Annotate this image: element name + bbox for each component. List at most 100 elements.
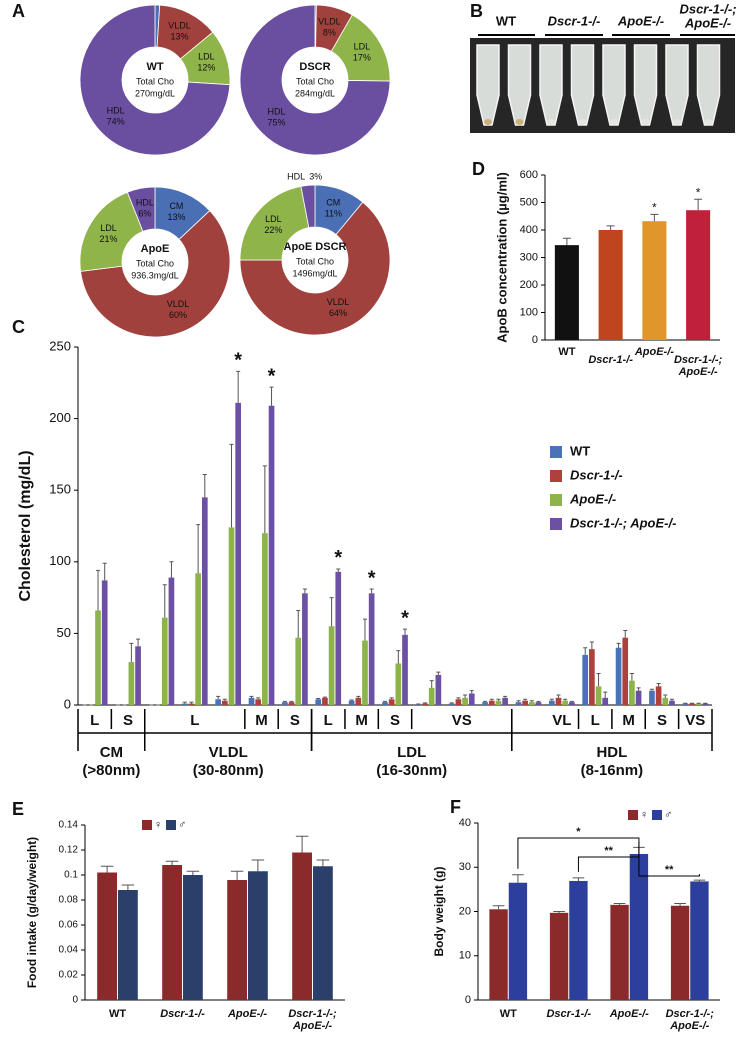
donut-total-label: Total Cho	[136, 258, 174, 268]
error-bar	[162, 584, 167, 618]
donut-segment	[239, 185, 310, 261]
error-bar	[656, 683, 661, 687]
significance: *	[652, 200, 657, 214]
segment-label: LDL	[100, 223, 117, 233]
donut-segment	[239, 4, 391, 156]
donut-total-label: Total Cho	[136, 76, 174, 86]
error-bar	[516, 700, 521, 703]
comparison-bracket	[638, 841, 700, 877]
x-tick-label: Dscr-1-/-	[546, 1008, 592, 1020]
bar	[655, 686, 662, 705]
error-bar	[96, 569, 101, 611]
error-bar	[606, 225, 615, 230]
legend-label: ApoE-/-	[569, 491, 616, 506]
error-bar	[669, 698, 674, 701]
bar	[195, 573, 201, 705]
error-bar	[596, 672, 601, 687]
error-bar	[589, 641, 594, 650]
bar	[468, 693, 475, 705]
donut-segment	[79, 4, 231, 156]
y-tick-label: 300	[520, 251, 538, 263]
error-bar	[269, 386, 274, 406]
error-bar	[236, 370, 241, 403]
segment-label: CM	[326, 198, 340, 208]
y-tick-label: 400	[520, 224, 538, 236]
tube-tip	[578, 119, 587, 125]
error-bar	[496, 698, 501, 701]
segment-label: CM	[169, 201, 183, 211]
bar	[448, 703, 455, 705]
y-tick-label: 0.14	[59, 820, 79, 831]
x-tick-label: ApoE-/-	[609, 1008, 649, 1020]
segment-label: HDL	[287, 172, 305, 182]
segment-value: 75%	[268, 117, 286, 127]
bar	[95, 610, 101, 705]
segment-value: 3%	[309, 172, 322, 182]
y-tick-label: 0.04	[59, 945, 79, 956]
error-bar	[322, 696, 327, 698]
y-tick-label: 20	[459, 905, 471, 917]
bar	[595, 686, 602, 705]
bar	[355, 697, 362, 705]
bar	[395, 663, 402, 705]
error-bar	[369, 588, 374, 594]
error-bar	[196, 524, 201, 574]
y-axis-label: Body weight (g)	[432, 867, 446, 957]
error-bar	[336, 568, 341, 572]
donut-title: WT	[146, 61, 163, 73]
bar	[489, 909, 508, 1000]
bar	[161, 617, 168, 705]
segment-value: 13%	[171, 31, 189, 41]
donut-title: DSCR	[299, 61, 330, 73]
y-tick-label: 100	[49, 553, 71, 568]
bar	[554, 245, 579, 340]
bar	[670, 905, 690, 1000]
bar	[428, 687, 435, 705]
segment-value: 11%	[325, 209, 342, 219]
segment-value: 21%	[100, 234, 118, 244]
error-bar	[429, 680, 434, 688]
y-tick-label: 200	[520, 279, 538, 291]
bar	[488, 700, 495, 705]
bar	[227, 880, 247, 1000]
bar	[368, 593, 375, 705]
panel-label: D	[472, 159, 485, 179]
fraction-name: CM	[100, 744, 123, 761]
error-bar	[316, 698, 321, 700]
bar	[508, 882, 528, 1000]
significance: *	[334, 547, 342, 569]
tube-tip	[704, 119, 713, 125]
bar	[402, 634, 408, 705]
error-bar	[349, 699, 354, 701]
error-bar	[102, 562, 107, 581]
bar	[292, 852, 312, 1000]
x-tick-label: L	[591, 712, 600, 729]
bar	[686, 210, 711, 340]
error-bar	[549, 698, 554, 701]
bar	[295, 637, 302, 705]
segment-label: LDL	[198, 52, 215, 62]
error-bar	[492, 905, 505, 910]
bar	[649, 690, 655, 705]
bar	[335, 571, 342, 705]
donut-total: 936.3mg/dL	[131, 270, 179, 280]
error-bar	[423, 702, 428, 704]
bar	[302, 593, 308, 705]
bar	[502, 697, 508, 705]
bar	[589, 649, 595, 705]
x-tick-label: Dscr-1-/-; ApoE-/-	[288, 1008, 337, 1032]
error-bar	[249, 695, 254, 698]
bar	[215, 699, 221, 705]
photo-label: ApoE-/-	[617, 13, 664, 28]
fraction-name: VLDL	[209, 744, 248, 761]
error-bar	[100, 865, 114, 873]
segment-value: 74%	[107, 116, 125, 126]
error-bar	[302, 588, 307, 594]
y-tick-label: 250	[49, 338, 71, 353]
fraction-size: (>80nm)	[82, 762, 140, 779]
x-tick-label: WT	[108, 1008, 127, 1020]
error-bar	[674, 903, 686, 906]
bar	[615, 647, 622, 705]
donut-segment	[300, 184, 316, 229]
error-bar	[569, 700, 574, 703]
